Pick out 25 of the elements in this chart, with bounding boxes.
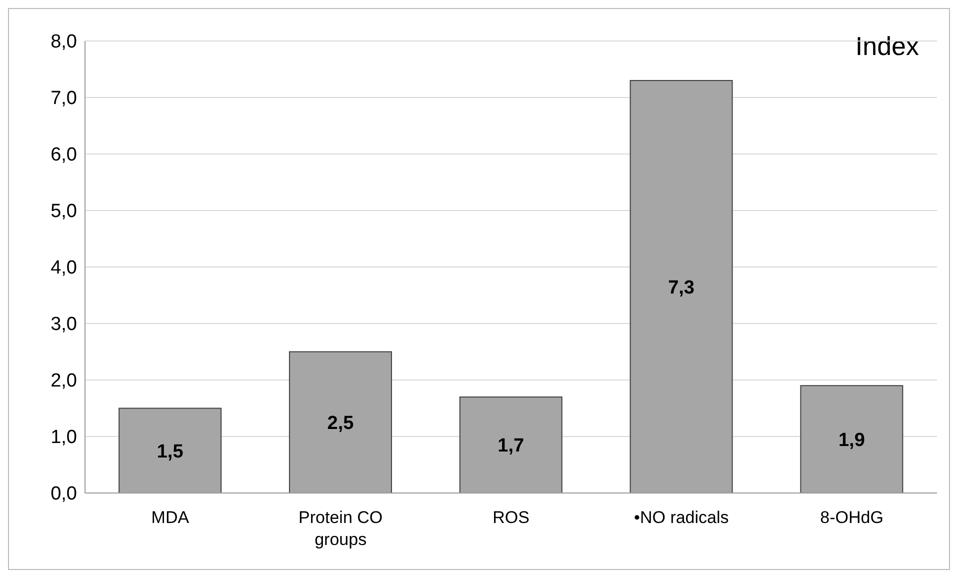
x-tick-label: 8-OHdG [820, 508, 884, 527]
y-tick-label: 2,0 [50, 370, 77, 392]
y-tick-label: 3,0 [50, 314, 77, 336]
x-tick-label: MDA [151, 508, 190, 527]
data-label: 1,5 [156, 441, 184, 462]
x-tick-label: •NO radicals [634, 508, 729, 527]
y-tick-label: 0,0 [50, 484, 77, 505]
x-tick-label: ROS [492, 508, 530, 527]
bar [630, 80, 733, 493]
data-label: 1,7 [498, 436, 524, 457]
bar [118, 408, 222, 493]
y-tick-label: 1,0 [50, 427, 77, 448]
bar [459, 396, 562, 493]
y-tick-label: 8,0 [50, 32, 77, 53]
bar [288, 351, 392, 493]
y-tick-label: 6,0 [50, 144, 77, 166]
bar [800, 385, 904, 493]
data-label: 7,3 [668, 278, 694, 299]
data-label: 2,5 [327, 413, 354, 434]
x-tick-label: Protein CO groups [298, 508, 383, 549]
data-label: 1,9 [838, 430, 865, 452]
y-tick-label: 4,0 [50, 258, 77, 279]
y-tick-label: 7,0 [50, 88, 77, 110]
annotation: Index [855, 31, 919, 62]
y-tick-label: 5,0 [50, 201, 77, 222]
